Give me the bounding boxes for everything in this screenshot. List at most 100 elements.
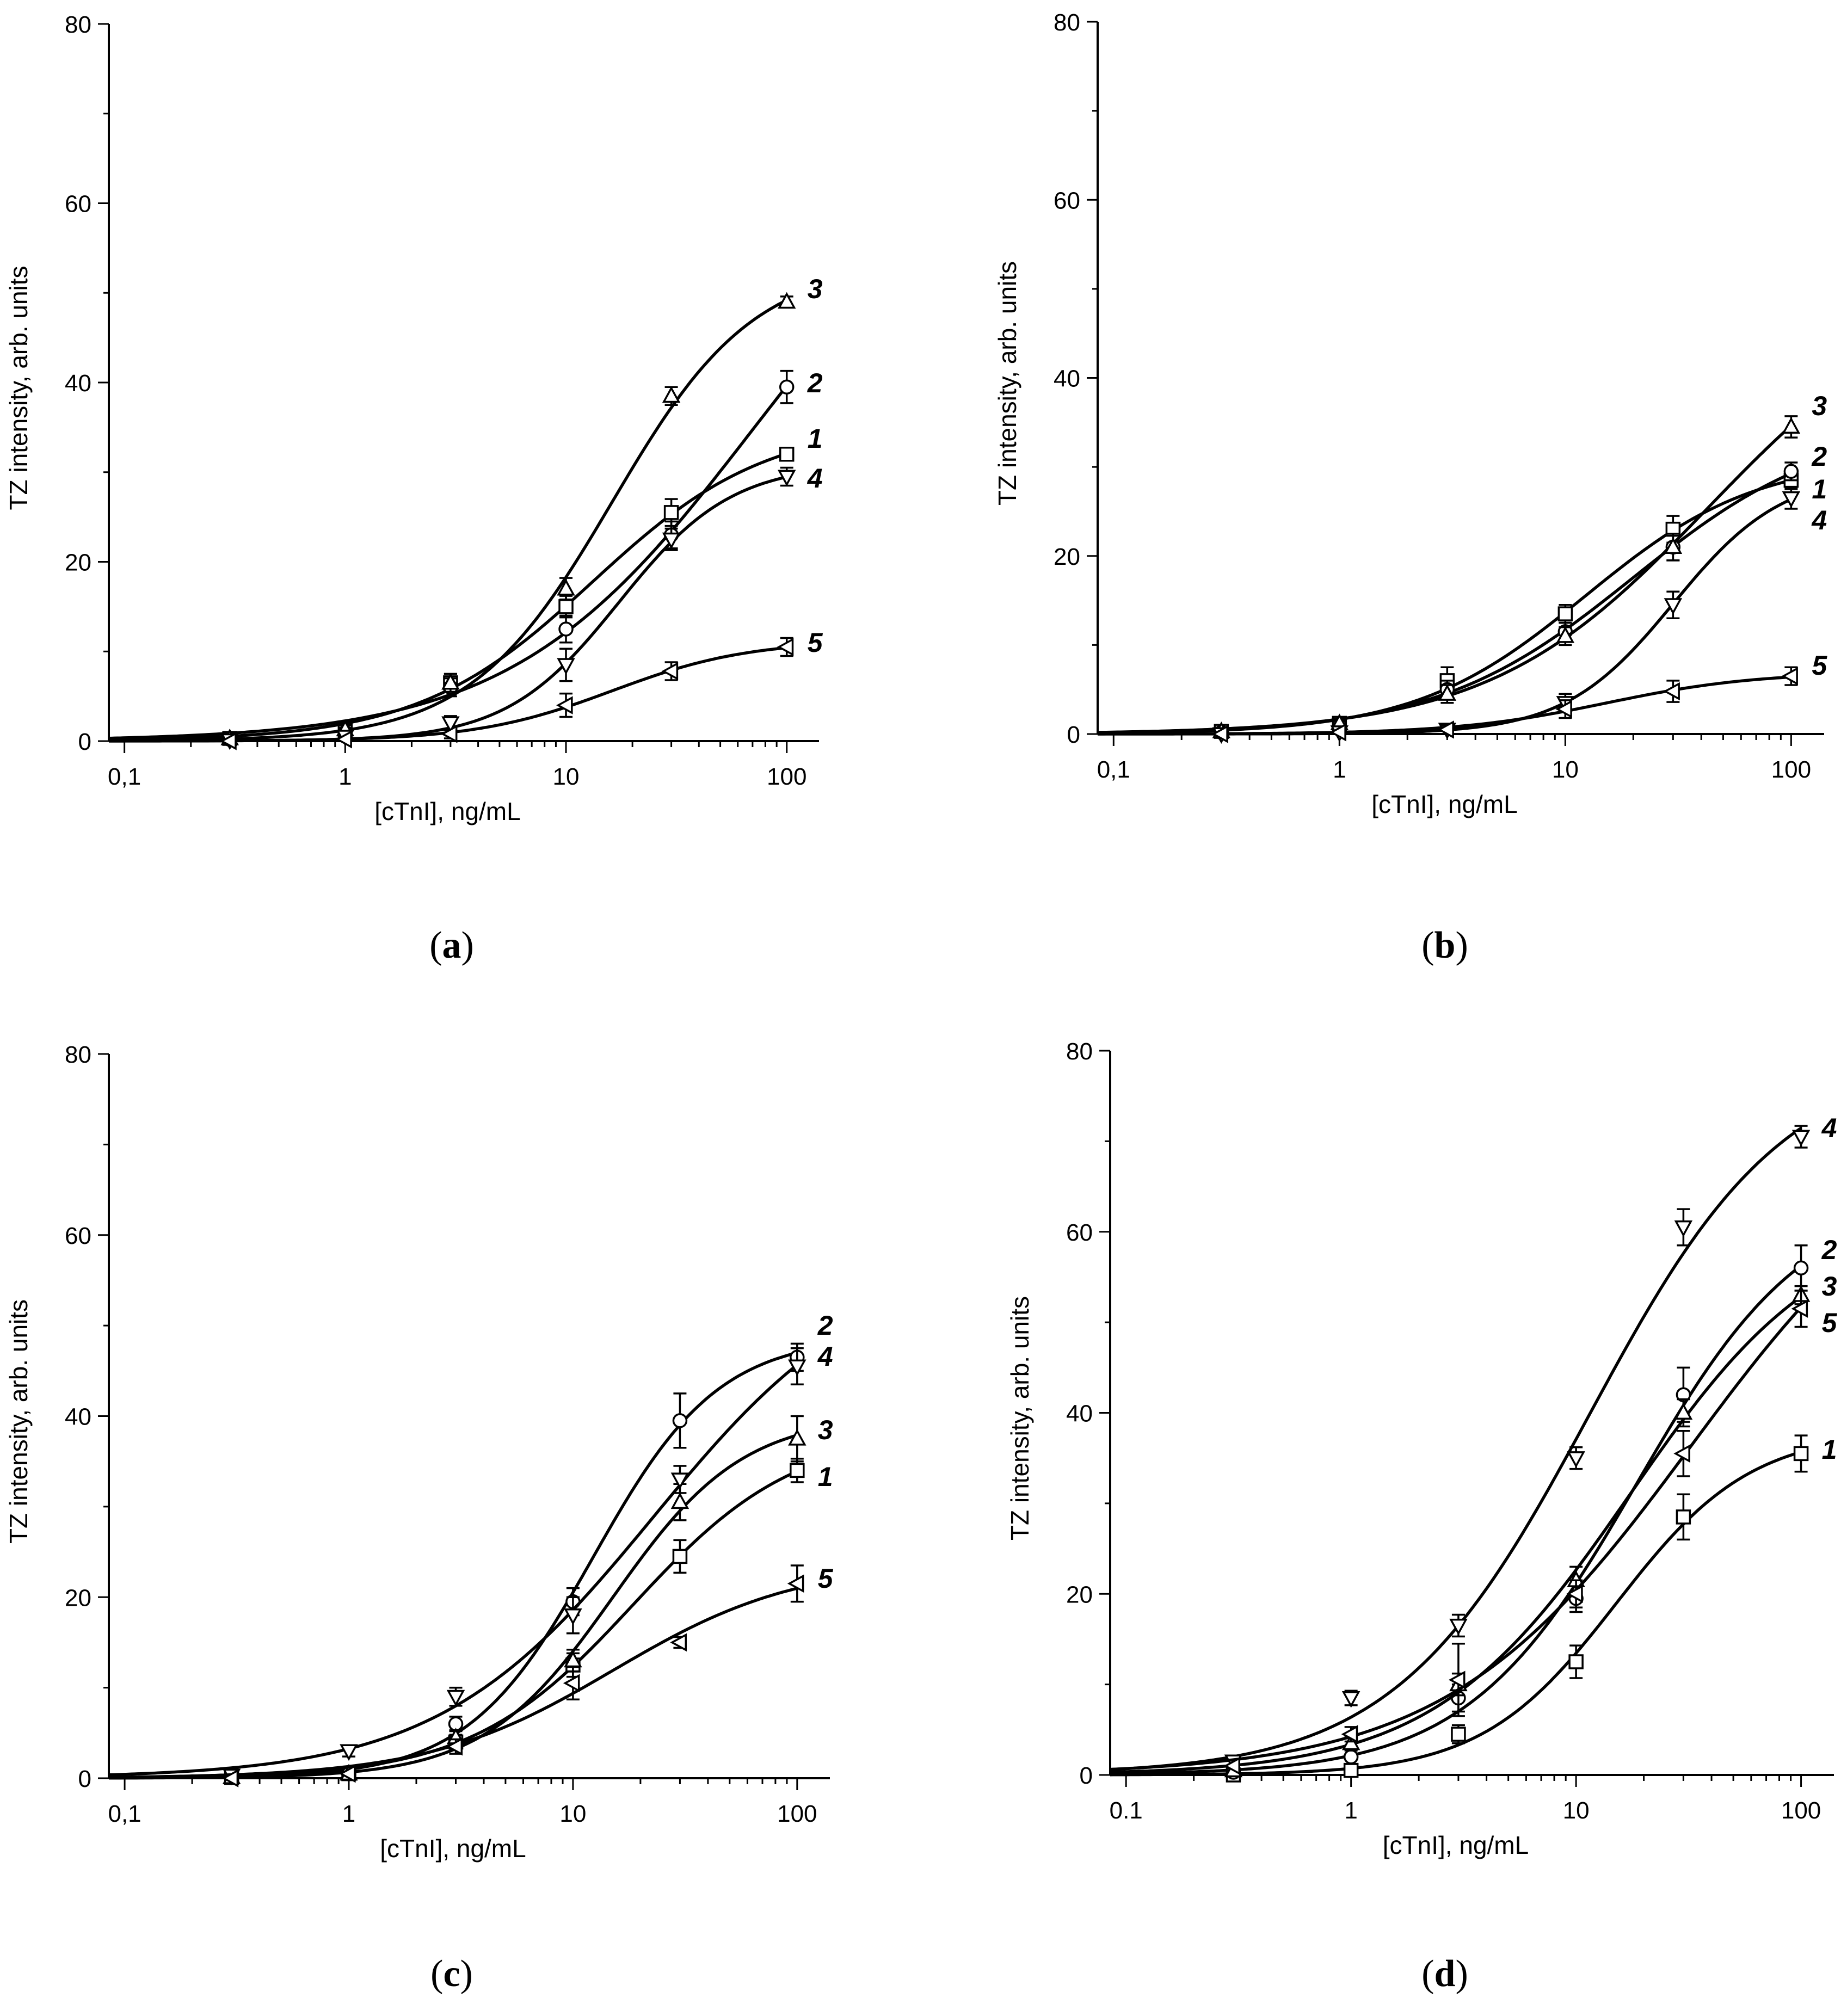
panel-d-x-tick-label: 1 bbox=[1344, 1797, 1357, 1824]
panel-c-series-4-point bbox=[788, 1359, 806, 1377]
panel-b-series-5-point bbox=[1555, 700, 1572, 718]
panel-c-series-5-point bbox=[221, 1769, 239, 1787]
panel-b-series-3-point bbox=[1438, 684, 1457, 701]
panel-b-series-1-point bbox=[1557, 606, 1573, 621]
panel-b-series-3-point bbox=[1782, 417, 1801, 434]
panel-b-y-axis-label: TZ intensity, arb. units bbox=[993, 261, 1021, 505]
panel-a-series-1: 1 bbox=[109, 423, 823, 746]
panel-a-series-2: 2 bbox=[108, 368, 823, 747]
panel-d-series-3-point bbox=[1674, 1403, 1693, 1420]
panel-d-series-5-point bbox=[1791, 1299, 1808, 1318]
panel-a-series-1-label: 1 bbox=[808, 423, 823, 454]
panel-d-series-3-label: 3 bbox=[1822, 1271, 1837, 1302]
panel-d-series-1-point bbox=[1793, 1446, 1809, 1462]
panel-c-y-tick-label: 60 bbox=[65, 1223, 91, 1249]
panel-a-series-4-label: 4 bbox=[807, 463, 823, 494]
panel-b-series-3: 3 bbox=[1097, 391, 1827, 738]
panel-a-series-4-point bbox=[662, 532, 681, 550]
panel-a-caption: (a) bbox=[429, 924, 474, 966]
panel-b-series-1-label: 1 bbox=[1812, 474, 1827, 504]
panel-a-x-tick-label: 0,1 bbox=[108, 763, 141, 790]
panel-c-series-3-point bbox=[670, 1492, 689, 1509]
panel-c-series-5-point bbox=[787, 1574, 804, 1593]
panel-a-series-5-point bbox=[661, 662, 679, 681]
panel-a-series-4-point bbox=[777, 470, 796, 487]
panel-b-caption: (b) bbox=[1421, 924, 1468, 966]
panel-b-series-5-point bbox=[1329, 723, 1346, 742]
panel-a-series-4: 4 bbox=[109, 463, 823, 750]
panel-a-y-tick-label: 0 bbox=[78, 729, 91, 755]
panel-b-y-tick-label: 0 bbox=[1067, 722, 1080, 748]
panel-b-y-tick-label: 40 bbox=[1054, 366, 1080, 392]
panel-c-series-3: 3 bbox=[109, 1415, 833, 1784]
panel-c-series-3-label: 3 bbox=[818, 1415, 833, 1445]
panel-a-x-tick-label: 100 bbox=[767, 763, 806, 790]
panel-a-series-3: 3 bbox=[108, 274, 823, 745]
panel-d-series-5-point bbox=[1448, 1670, 1466, 1690]
panel-a-x-tick-label: 10 bbox=[553, 763, 580, 790]
panel-c-series-4-point bbox=[564, 1608, 582, 1625]
panel-b-series-5-point bbox=[1781, 667, 1798, 686]
panel-d-y-axis-label: TZ intensity, arb. units bbox=[1006, 1296, 1034, 1540]
panel-b-y-tick-label: 20 bbox=[1054, 544, 1080, 570]
panel-c-series-1-label: 1 bbox=[818, 1462, 833, 1492]
panel-d-series-1-point bbox=[1451, 1727, 1466, 1742]
panel-a-series-3-point bbox=[441, 673, 460, 690]
panel-a-series-3-label: 3 bbox=[808, 274, 823, 304]
panel-c-series-5-point bbox=[446, 1737, 463, 1756]
panel-c-y-tick-label: 80 bbox=[65, 1041, 91, 1068]
panel-a: (a) 0 20 40 60 80 0,1 1 10 100 [cTnI], ng/mL TZ in… bbox=[4, 11, 823, 966]
panel-c-series-1-point bbox=[790, 1463, 805, 1478]
panel-a-series-5: 5 bbox=[109, 627, 823, 750]
panel-c-y-tick-label: 20 bbox=[65, 1585, 91, 1611]
panel-c-series-5: 5 bbox=[108, 1563, 834, 1787]
panel-a-series-4-point bbox=[557, 658, 575, 675]
panel-a-series-2-point bbox=[558, 621, 574, 637]
panel-a-x-axis-label: [cTnI], ng/mL bbox=[374, 797, 520, 825]
panel-d-series-4-point bbox=[1567, 1451, 1585, 1468]
panel-b-series-5-label: 5 bbox=[1812, 650, 1827, 681]
panel-b-x-tick-label: 10 bbox=[1552, 756, 1579, 783]
panel-d-series-1-point bbox=[1343, 1762, 1359, 1778]
panel-c-series-2-label: 2 bbox=[817, 1310, 833, 1341]
panel-d: (d) 0 20 40 60 80 0.1 1 10 100 [cTnI], ng/mL TZ in… bbox=[1006, 1038, 1838, 1995]
panel-d-series-2-point bbox=[1793, 1260, 1809, 1276]
panel-c-series-1: 1 bbox=[109, 1457, 833, 1785]
panel-d-y-tick-label: 60 bbox=[1066, 1219, 1093, 1246]
panel-c-series-4-point bbox=[446, 1690, 465, 1707]
panel-d-y-tick-label: 80 bbox=[1066, 1038, 1093, 1065]
panel-b: (b) 0 20 40 60 80 0,1 1 10 100 [cTnI], ng/mL TZ in… bbox=[993, 9, 1827, 966]
panel-a-y-tick-label: 20 bbox=[65, 550, 91, 576]
panel-d-caption: (d) bbox=[1421, 1953, 1468, 1995]
panel-b-series-3-label: 3 bbox=[1812, 391, 1827, 421]
panel-c-caption-letter: c bbox=[443, 1953, 460, 1995]
panel-c-series-3-point bbox=[788, 1429, 806, 1446]
panel-c-series-2-curve bbox=[109, 1351, 798, 1780]
panel-d-series-1-point bbox=[1676, 1509, 1691, 1525]
panel-d-series-5-label: 5 bbox=[1822, 1308, 1838, 1338]
panel-c-series-5-label: 5 bbox=[818, 1563, 834, 1594]
panel-d-series-5-point bbox=[1566, 1585, 1583, 1604]
panel-c-caption: (c) bbox=[430, 1953, 473, 1995]
panel-c-x-tick-label: 0,1 bbox=[108, 1801, 141, 1827]
panel-d-x-tick-label: 10 bbox=[1563, 1797, 1590, 1824]
panel-b-series-4-point bbox=[1782, 491, 1801, 508]
panel-b-x-tick-label: 100 bbox=[1771, 756, 1811, 783]
panel-c-series-2: 2 bbox=[109, 1310, 833, 1785]
panel-c-x-tick-label: 10 bbox=[559, 1801, 586, 1827]
panel-b-series-2-point bbox=[1783, 464, 1799, 479]
panel-d-x-tick-label: 0.1 bbox=[1110, 1797, 1143, 1824]
panel-d-x-axis-label: [cTnI], ng/mL bbox=[1383, 1831, 1529, 1859]
panel-b-series-4-label: 4 bbox=[1811, 505, 1827, 535]
panel-c-series-4-point bbox=[670, 1472, 689, 1490]
panel-c-y-tick-label: 40 bbox=[65, 1404, 91, 1431]
panel-c-x-tick-label: 1 bbox=[342, 1801, 355, 1827]
panel-a-series-5-point bbox=[556, 696, 573, 714]
panel-c-series-5-point bbox=[670, 1633, 687, 1652]
panel-a-series-3-point bbox=[662, 386, 681, 403]
panel-a-series-2-label: 2 bbox=[807, 368, 823, 398]
panel-a-series-1-point bbox=[663, 505, 679, 520]
panel-d-series-2-point bbox=[1343, 1749, 1359, 1765]
panel-b-x-axis-label: [cTnI], ng/mL bbox=[1371, 790, 1517, 818]
